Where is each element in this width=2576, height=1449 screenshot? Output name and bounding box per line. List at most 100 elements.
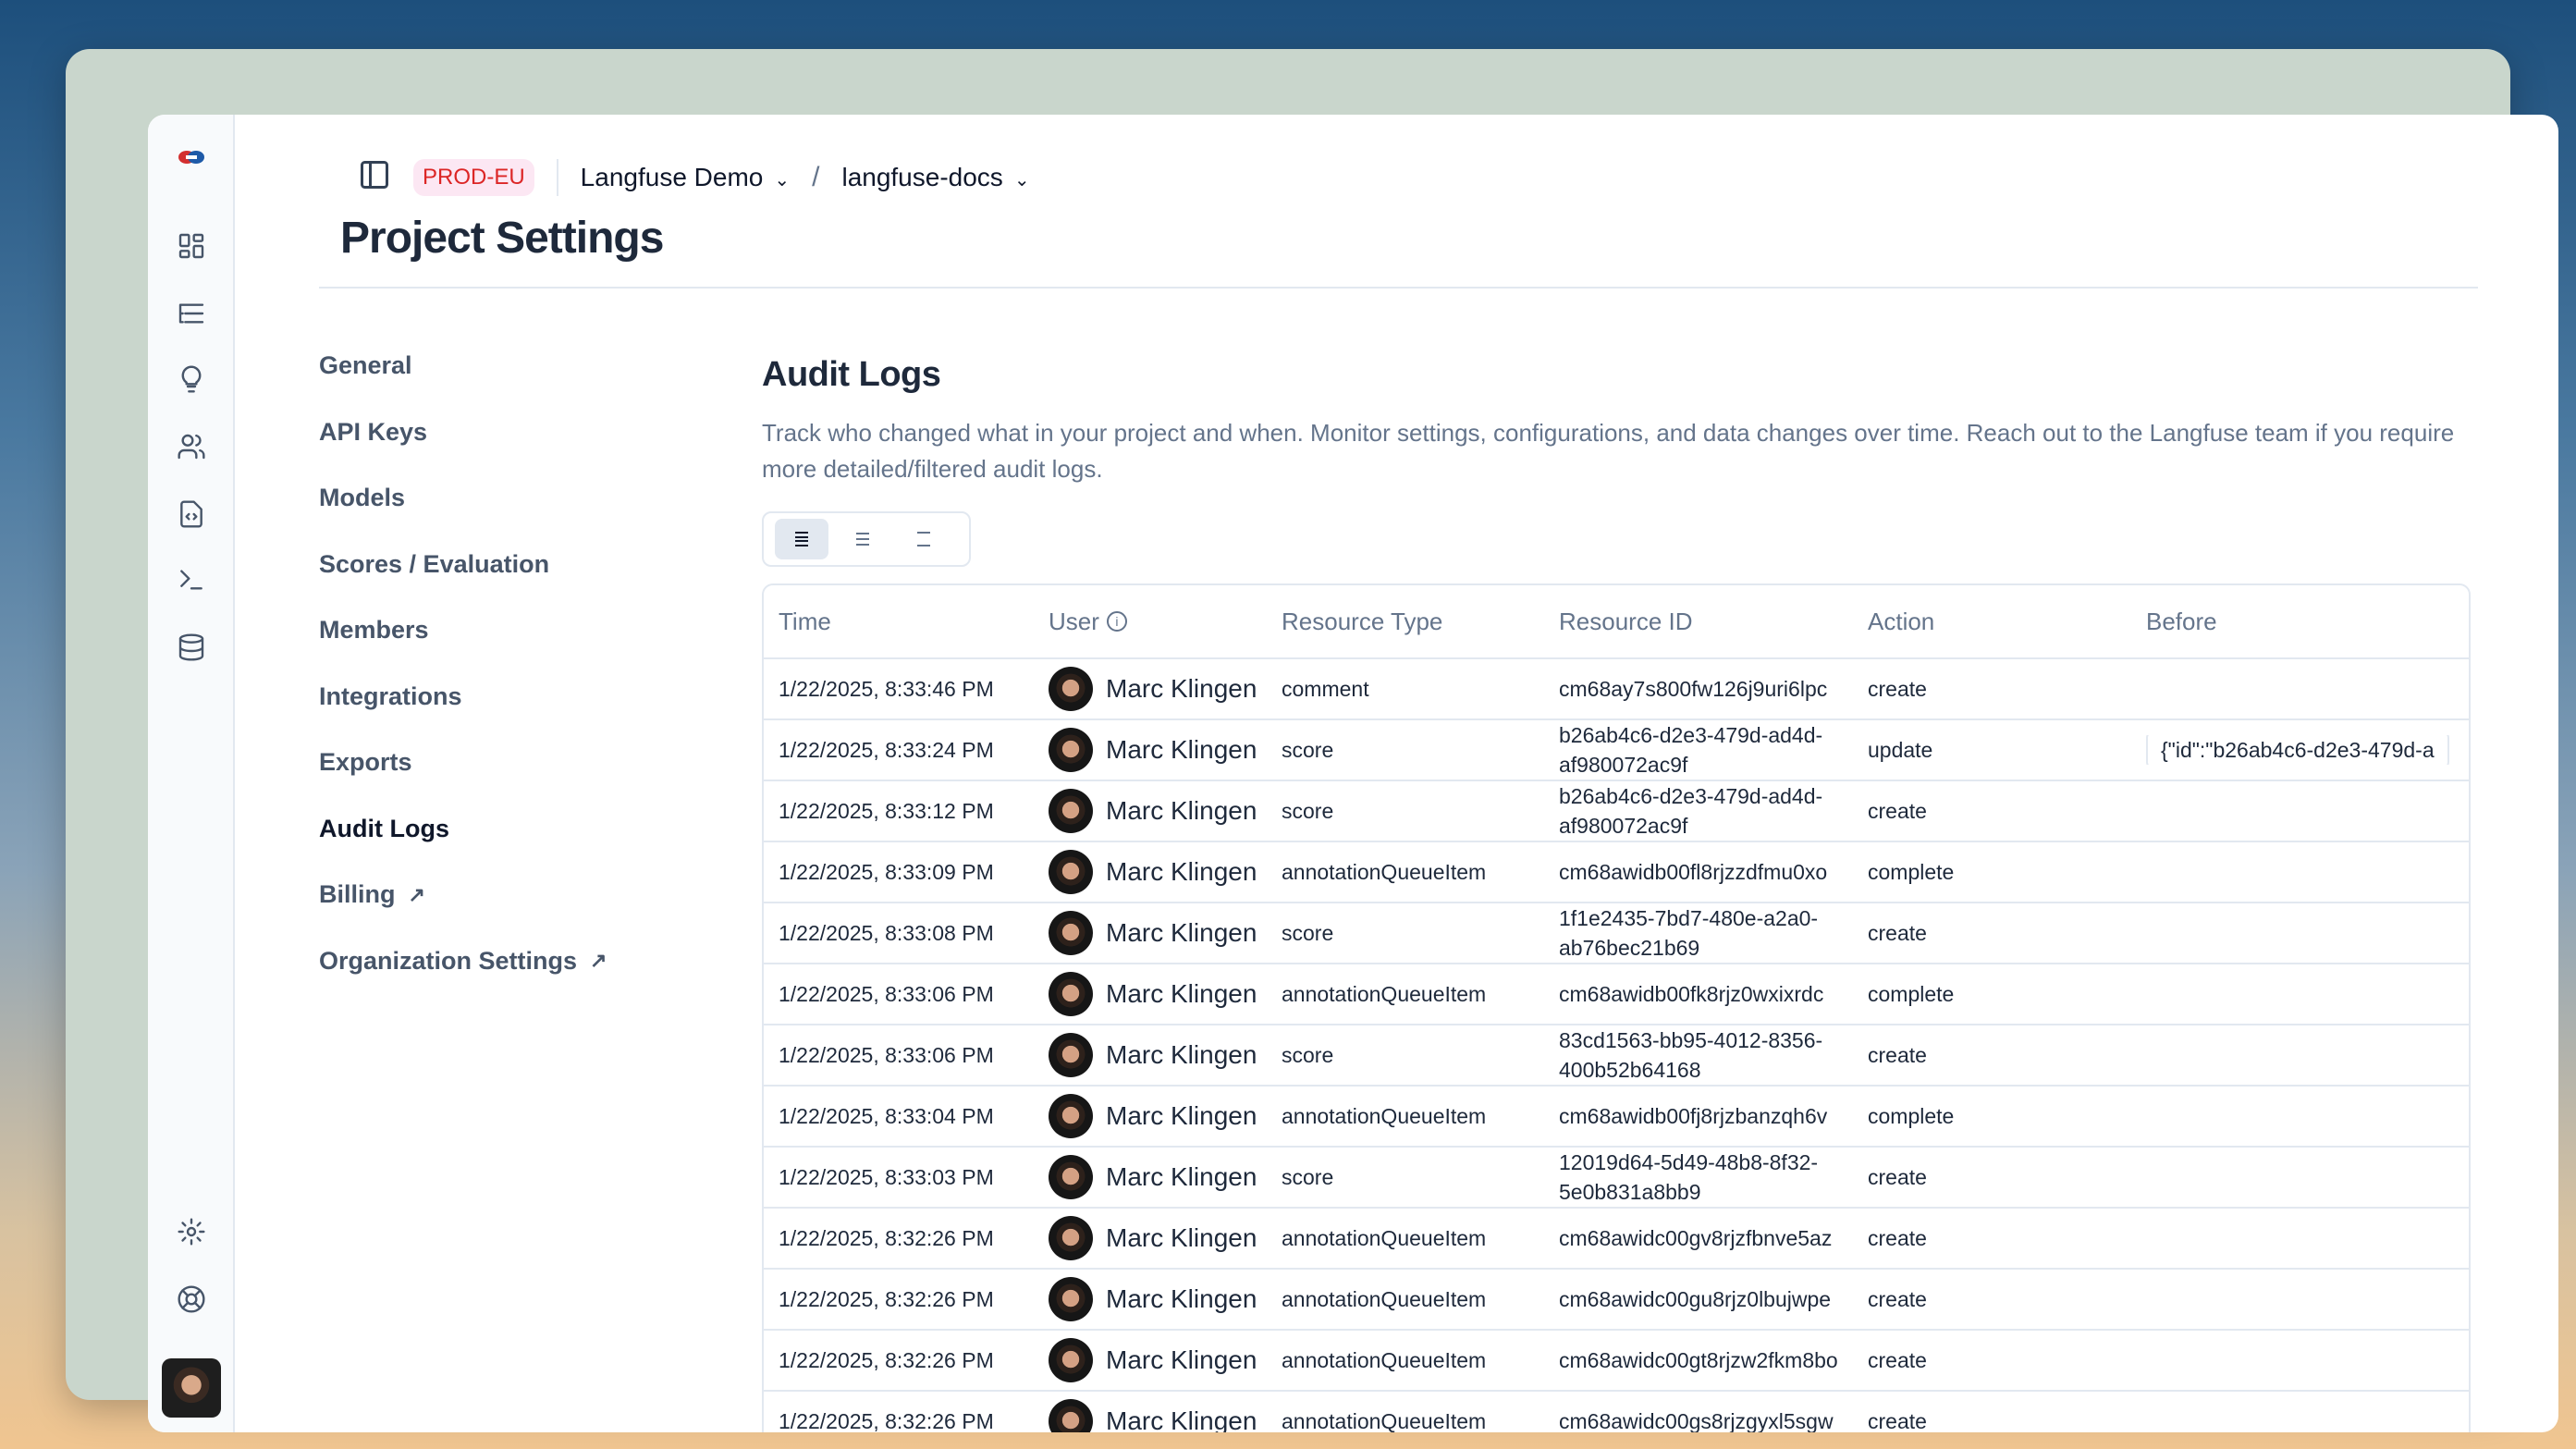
- cell-action: create: [1868, 1043, 1927, 1067]
- langfuse-logo[interactable]: [175, 141, 208, 174]
- cell-time: 1/22/2025, 8:32:26 PM: [779, 1287, 994, 1311]
- avatar: [1049, 850, 1093, 894]
- cell-action: create: [1868, 1226, 1927, 1250]
- table-row[interactable]: 1/22/2025, 8:32:26 PM Marc Klingen annotat…: [764, 1207, 2469, 1268]
- cell-time: 1/22/2025, 8:33:08 PM: [779, 921, 994, 945]
- nav-item-label: Organization Settings: [319, 946, 578, 975]
- table-header: Time User i Resource Type Resource ID Act…: [764, 585, 2469, 657]
- column-header-time[interactable]: Time: [779, 608, 831, 635]
- cell-resource-id: cm68awidb00fk8rjz0wxixrdc: [1559, 982, 1824, 1006]
- avatar: [1049, 972, 1093, 1016]
- nav-item-label: Exports: [319, 748, 412, 777]
- cell-user: Marc Klingen: [1034, 1094, 1267, 1138]
- cell-resource-id: cm68awidc00gt8rjzw2fkm8bo: [1559, 1348, 1838, 1372]
- cell-time: 1/22/2025, 8:32:26 PM: [779, 1348, 994, 1372]
- chevron-down-icon: ⌄: [1013, 170, 1030, 190]
- cell-user: Marc Klingen: [1034, 1338, 1267, 1382]
- cell-resource-type: comment: [1282, 677, 1369, 701]
- nav-item-audit-logs[interactable]: Audit Logs: [319, 796, 607, 863]
- nav-item-api-keys[interactable]: API Keys: [319, 399, 607, 466]
- settings-icon[interactable]: [175, 1215, 208, 1248]
- cell-resource-id: b26ab4c6-d2e3-479d-ad4d-af980072ac9f: [1559, 784, 1823, 838]
- avatar: [1049, 911, 1093, 955]
- app-window: PROD-EU Langfuse Demo ⌄ / langfuse-docs ⌄ …: [66, 49, 2558, 1432]
- file-code-icon[interactable]: [175, 497, 208, 531]
- nav-item-exports[interactable]: Exports: [319, 730, 607, 796]
- cell-user: Marc Klingen: [1034, 1399, 1267, 1432]
- table-row[interactable]: 1/22/2025, 8:33:06 PM Marc Klingen score 83…: [764, 1024, 2469, 1085]
- table-row[interactable]: 1/22/2025, 8:33:24 PM Marc Klingen score b2…: [764, 718, 2469, 780]
- density-spacious-button[interactable]: [897, 519, 951, 559]
- cell-time: 1/22/2025, 8:33:03 PM: [779, 1165, 994, 1189]
- divider: [319, 287, 2478, 289]
- section-description: Track who changed what in your project a…: [762, 419, 2455, 483]
- nav-item-scores-evaluation[interactable]: Scores / Evaluation: [319, 532, 607, 598]
- traces-icon[interactable]: [175, 297, 208, 330]
- table-row[interactable]: 1/22/2025, 8:33:03 PM Marc Klingen score 12…: [764, 1146, 2469, 1207]
- avatar: [1049, 1033, 1093, 1077]
- column-header-before[interactable]: Before: [2146, 608, 2217, 635]
- density-dense-button[interactable]: [775, 519, 828, 559]
- row-density-toggle: [762, 511, 971, 567]
- cell-time: 1/22/2025, 8:33:04 PM: [779, 1104, 994, 1128]
- cell-user: Marc Klingen: [1034, 667, 1267, 711]
- cell-resource-id: cm68awidb00fj8rjzbanzqh6v: [1559, 1104, 1828, 1128]
- nav-item-label: Members: [319, 616, 429, 645]
- column-header-user[interactable]: User i: [1034, 607, 1267, 636]
- cell-time: 1/22/2025, 8:32:26 PM: [779, 1226, 994, 1250]
- cell-resource-id: 12019d64-5d49-48b8-8f32-5e0b831a8bb9: [1559, 1150, 1819, 1204]
- cell-time: 1/22/2025, 8:33:06 PM: [779, 1043, 994, 1067]
- column-header-resource-id[interactable]: Resource ID: [1559, 608, 1693, 635]
- cell-before: {"id":"b26ab4c6-d2e3-479d-a: [2131, 735, 2469, 765]
- table-row[interactable]: 1/22/2025, 8:33:06 PM Marc Klingen annotat…: [764, 963, 2469, 1024]
- cell-time: 1/22/2025, 8:32:26 PM: [779, 1409, 994, 1432]
- cell-action: create: [1868, 1409, 1927, 1432]
- avatar: [1049, 1338, 1093, 1382]
- list-spacious-icon: [917, 532, 930, 546]
- support-icon[interactable]: [175, 1283, 208, 1316]
- external-link-icon: ↗: [408, 882, 425, 906]
- nav-item-integrations[interactable]: Integrations: [319, 664, 607, 731]
- lightbulb-icon[interactable]: [175, 362, 208, 396]
- avatar: [1049, 789, 1093, 833]
- user-name: Marc Klingen: [1106, 918, 1257, 947]
- section-title: Audit Logs: [762, 355, 941, 394]
- column-header-action[interactable]: Action: [1868, 608, 1935, 635]
- nav-item-label: API Keys: [319, 417, 428, 446]
- table-row[interactable]: 1/22/2025, 8:33:04 PM Marc Klingen annotat…: [764, 1085, 2469, 1146]
- before-json[interactable]: {"id":"b26ab4c6-d2e3-479d-a: [2146, 735, 2449, 765]
- table-row[interactable]: 1/22/2025, 8:32:26 PM Marc Klingen annotat…: [764, 1329, 2469, 1390]
- list-dense-icon: [795, 532, 808, 546]
- info-icon[interactable]: i: [1106, 611, 1127, 632]
- cell-resource-id: cm68awidc00gv8rjzfbnve5az: [1559, 1226, 1833, 1250]
- project-selector[interactable]: langfuse-docs ⌄: [841, 163, 1029, 192]
- table-row[interactable]: 1/22/2025, 8:33:08 PM Marc Klingen score 1f…: [764, 902, 2469, 963]
- nav-item-models[interactable]: Models: [319, 465, 607, 532]
- organization-selector[interactable]: Langfuse Demo ⌄: [581, 163, 790, 192]
- table-row[interactable]: 1/22/2025, 8:32:26 PM Marc Klingen annotat…: [764, 1390, 2469, 1432]
- users-icon[interactable]: [175, 430, 208, 463]
- dashboard-icon[interactable]: [175, 229, 208, 263]
- nav-item-members[interactable]: Members: [319, 597, 607, 664]
- table-row[interactable]: 1/22/2025, 8:32:26 PM Marc Klingen annotat…: [764, 1268, 2469, 1329]
- cell-resource-type: annotationQueueItem: [1282, 1348, 1487, 1372]
- table-row[interactable]: 1/22/2025, 8:33:46 PM Marc Klingen comment…: [764, 657, 2469, 718]
- database-icon[interactable]: [175, 631, 208, 664]
- user-name: Marc Klingen: [1106, 1223, 1257, 1252]
- cell-resource-type: annotationQueueItem: [1282, 1226, 1487, 1250]
- nav-item-organization-settings[interactable]: Organization Settings ↗: [319, 928, 607, 995]
- table-row[interactable]: 1/22/2025, 8:33:12 PM Marc Klingen score b2…: [764, 780, 2469, 841]
- settings-nav: General API Keys Models Scores / Evaluation…: [319, 333, 607, 994]
- nav-item-general[interactable]: General: [319, 333, 607, 399]
- terminal-icon[interactable]: [175, 563, 208, 596]
- cell-resource-type: score: [1282, 921, 1334, 945]
- avatar: [1049, 728, 1093, 772]
- density-normal-button[interactable]: [836, 519, 889, 559]
- column-header-resource-type[interactable]: Resource Type: [1282, 608, 1443, 635]
- avatar: [1049, 1094, 1093, 1138]
- nav-item-billing[interactable]: Billing ↗: [319, 862, 607, 928]
- user-avatar[interactable]: [162, 1358, 221, 1418]
- cell-resource-id: b26ab4c6-d2e3-479d-ad4d-af980072ac9f: [1559, 723, 1823, 777]
- table-row[interactable]: 1/22/2025, 8:33:09 PM Marc Klingen annotat…: [764, 841, 2469, 902]
- sidebar-toggle-icon[interactable]: [358, 158, 391, 198]
